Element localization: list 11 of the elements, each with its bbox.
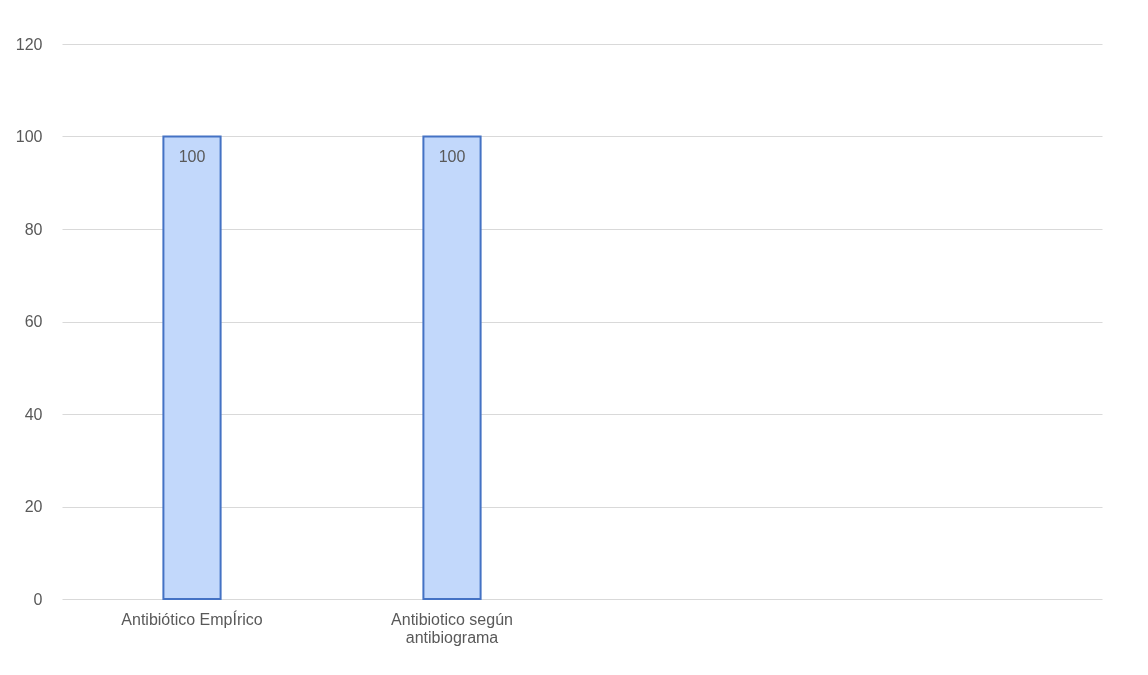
y-tick-label: 0 (33, 590, 43, 608)
data-label: 100 (178, 147, 206, 165)
y-tick-label: 60 (24, 313, 43, 330)
data-label: 100 (438, 147, 466, 165)
x-tick-label: Antibiótico EmpÍrico (121, 609, 263, 628)
y-tick-label: 80 (24, 220, 43, 238)
y-tick-label: 100 (15, 128, 43, 145)
y-tick-label: 40 (24, 405, 43, 423)
y-tick-label: 120 (15, 35, 43, 53)
x-tick-label: Antibiotico según antibiograma (391, 610, 513, 646)
y-tick-label: 20 (24, 498, 43, 515)
